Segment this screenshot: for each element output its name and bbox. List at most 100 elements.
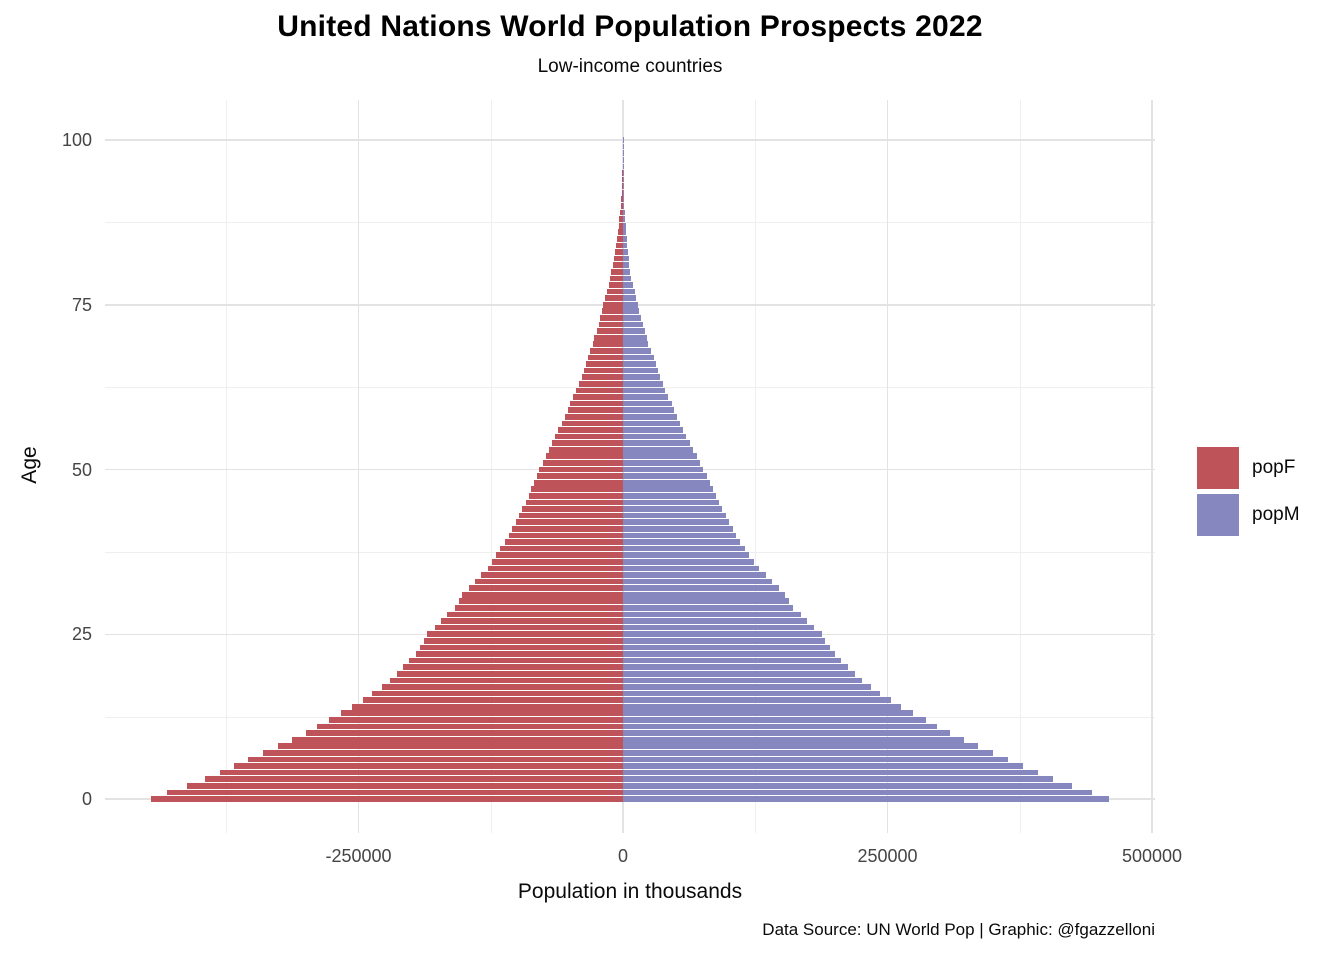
legend-label-popf: popF xyxy=(1252,457,1296,478)
pyramid-bar-popf xyxy=(390,677,623,684)
pyramid-bar-popf xyxy=(305,730,623,736)
pyramid-bar-popf xyxy=(415,651,623,657)
pyramid-bar-popf xyxy=(205,776,623,783)
pyramid-bar-popm xyxy=(623,723,938,730)
pyramid-bar-popm xyxy=(623,216,626,222)
pyramid-bar-popm xyxy=(623,242,628,249)
pyramid-bar-popf xyxy=(372,690,623,697)
pyramid-bar-popf xyxy=(468,585,623,591)
pyramid-bar-popf xyxy=(459,598,623,605)
pyramid-bar-popf xyxy=(606,288,623,295)
pyramid-bar-popf xyxy=(555,433,623,440)
pyramid-bar-popm xyxy=(623,611,801,618)
pyramid-bar-popm xyxy=(623,315,641,321)
pyramid-bar-popm xyxy=(623,539,741,545)
pyramid-bar-popf xyxy=(219,769,623,776)
pyramid-bar-popm xyxy=(623,249,628,255)
x-minor-gridline xyxy=(226,100,228,833)
pyramid-bar-popf xyxy=(233,763,623,769)
pyramid-bar-popm xyxy=(623,572,766,578)
pyramid-bar-popm xyxy=(623,156,624,163)
pyramid-bar-popf xyxy=(567,407,623,414)
pyramid-bar-popm xyxy=(623,782,1072,789)
pyramid-bar-popm xyxy=(623,789,1092,796)
pyramid-bar-popf xyxy=(519,512,623,519)
x-minor-gridline xyxy=(490,100,492,833)
pyramid-bar-popf xyxy=(522,506,623,512)
pyramid-bar-popf xyxy=(362,697,623,703)
y-minor-gridline xyxy=(105,222,1155,224)
pyramid-bar-popf xyxy=(504,539,623,545)
pyramid-bar-popm xyxy=(623,262,630,269)
pyramid-bar-popm xyxy=(623,493,717,499)
pyramid-bar-popf xyxy=(537,473,623,479)
pyramid-bar-popm xyxy=(623,763,1023,769)
pyramid-bar-popf xyxy=(167,789,623,796)
pyramid-bar-popm xyxy=(623,282,634,288)
pyramid-bar-popf xyxy=(612,262,623,269)
pyramid-bar-popf xyxy=(151,796,623,802)
pyramid-bar-popm xyxy=(623,380,664,387)
pyramid-bar-popf xyxy=(539,466,623,473)
pyramid-bar-popm xyxy=(623,677,863,684)
pyramid-bar-popf xyxy=(552,440,623,446)
pyramid-bar-popf xyxy=(525,499,623,506)
x-major-gridline xyxy=(886,100,889,833)
pyramid-bar-popm xyxy=(623,400,672,407)
pyramid-bar-popf xyxy=(599,315,623,321)
pyramid-bar-popm xyxy=(623,163,624,170)
pyramid-bar-popm xyxy=(623,605,794,611)
pyramid-bar-popm xyxy=(623,664,849,671)
x-minor-gridline xyxy=(1019,100,1021,833)
pyramid-bar-popm xyxy=(623,512,726,519)
pyramid-bar-popm xyxy=(623,624,815,631)
legend-item-popm: popM xyxy=(1197,494,1300,536)
legend: popF popM xyxy=(1197,447,1300,541)
pyramid-bar-popf xyxy=(187,782,623,789)
x-tick-label: 250000 xyxy=(857,846,918,866)
pyramid-bar-popf xyxy=(402,664,623,671)
pyramid-bar-popf xyxy=(447,611,623,618)
pyramid-bar-popf xyxy=(381,684,623,690)
pyramid-bar-popm xyxy=(623,637,826,644)
pyramid-bar-popf xyxy=(578,380,623,387)
pyramid-bar-popm xyxy=(623,288,635,295)
pyramid-bar-popf xyxy=(396,670,623,677)
pyramid-bar-popm xyxy=(623,348,651,354)
pyramid-bar-popf xyxy=(585,361,623,367)
pyramid-bar-popm xyxy=(623,229,627,236)
legend-swatch-popf xyxy=(1197,447,1239,489)
pyramid-bar-popf xyxy=(530,486,623,493)
pyramid-bar-popm xyxy=(623,203,625,209)
pyramid-bar-popf xyxy=(616,236,623,242)
pyramid-bar-popm xyxy=(623,532,737,539)
y-major-gridline xyxy=(105,139,1155,141)
pyramid-bar-popm xyxy=(623,321,644,328)
pyramid-bar-popm xyxy=(623,394,669,400)
x-tick-label: -250000 xyxy=(325,846,392,866)
pyramid-bar-popf xyxy=(621,189,623,196)
pyramid-bar-popf xyxy=(454,605,623,611)
pyramid-bar-popf xyxy=(601,308,623,315)
pyramid-bar-popf xyxy=(619,209,623,216)
pyramid-bar-popf xyxy=(263,750,623,756)
pyramid-bar-popm xyxy=(623,743,979,750)
pyramid-bar-popf xyxy=(618,222,623,229)
legend-item-popf: popF xyxy=(1197,447,1300,489)
pyramid-bar-popm xyxy=(623,433,687,440)
pyramid-bar-popf xyxy=(617,229,623,236)
pyramid-bar-popm xyxy=(623,710,913,717)
pyramid-bar-popm xyxy=(623,473,707,479)
pyramid-bar-popm xyxy=(623,222,626,229)
pyramid-bar-popf xyxy=(352,703,623,710)
pyramid-bar-popm xyxy=(623,301,638,308)
x-axis-title: Population in thousands xyxy=(517,880,743,903)
pyramid-bar-popm xyxy=(623,565,760,572)
pyramid-bar-popm xyxy=(623,413,677,420)
pyramid-bar-popf xyxy=(610,275,623,282)
pyramid-bar-popf xyxy=(573,394,623,400)
pyramid-bar-popm xyxy=(623,328,646,334)
x-tick-label: 0 xyxy=(617,846,628,866)
pyramid-bar-popf xyxy=(621,196,623,203)
